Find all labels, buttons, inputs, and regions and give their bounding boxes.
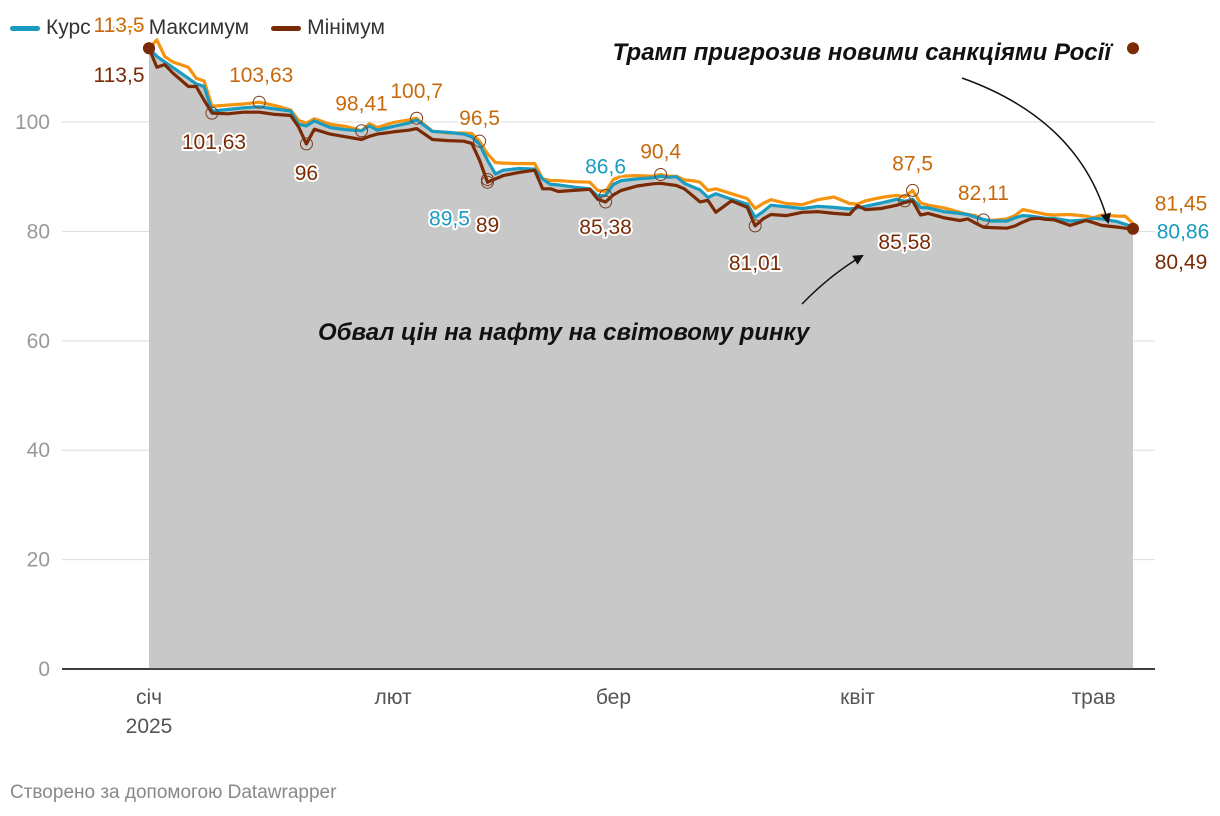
legend-swatch-min [271, 25, 302, 31]
legend-item-min[interactable]: Мінімум [271, 16, 385, 40]
data-label-max-65: 90,4 [640, 141, 681, 164]
series-line-kurs [147, 46, 1135, 229]
annotation-arrow-oil [801, 254, 864, 305]
data-marker-9 [480, 175, 494, 189]
series-line-min [147, 46, 1135, 231]
area-kurs [149, 48, 1133, 669]
endpoint-dot-17 [1127, 42, 1139, 55]
data-label-min-96: 85,58 [878, 231, 931, 254]
data-label-max-0: 113,5 [94, 14, 145, 37]
legend: Курс Максимум Мінімум [10, 16, 385, 40]
endpoint-dot-1 [143, 42, 155, 55]
data-label-max-97: 87,5 [892, 152, 933, 175]
data-label-min-20: 96 [295, 162, 318, 185]
footer-credit: Створено за допомогою Datawrapper [10, 782, 337, 803]
legend-label-max: Максимум [148, 16, 250, 39]
annotation-arrow-sanctions [961, 77, 1111, 225]
data-marker-11 [599, 195, 613, 209]
data-label-min-58: 85,38 [579, 216, 632, 239]
y-tick-label-60: 60 [27, 330, 50, 353]
legend-item-kurs[interactable]: Курс [10, 16, 91, 40]
data-label-max-14: 103,63 [229, 64, 293, 87]
legend-swatch-max [112, 25, 143, 31]
data-label-min-0: 113,5 [94, 64, 145, 87]
x-tick-label-0: січ [136, 686, 162, 709]
y-tick-label-20: 20 [27, 549, 50, 572]
data-marker-4 [299, 137, 313, 151]
data-label-min-8: 101,63 [182, 131, 246, 154]
annotation-oil-crash: Обвал цін на нафту на світовому ринку [318, 319, 811, 346]
x-tick-label-31: лют [374, 686, 412, 709]
data-marker-2 [252, 95, 266, 109]
data-marker-3 [205, 106, 219, 120]
data-marker-7 [473, 134, 487, 148]
data-marker-10 [599, 188, 613, 202]
legend-swatch-kurs [10, 25, 40, 31]
data-label-max-34: 100,7 [390, 80, 443, 103]
data-label-max-27: 98,41 [335, 93, 388, 116]
data-label-kurs-125: 80,86 [1157, 221, 1210, 244]
data-marker-8 [480, 172, 494, 186]
x-tick-sublabel: 2025 [126, 715, 173, 738]
data-label-kurs-58: 86,6 [585, 155, 626, 178]
data-label-max-125: 81,45 [1155, 193, 1208, 216]
data-label-max-106: 82,11 [958, 182, 1009, 205]
data-marker-12 [654, 168, 668, 182]
x-tick-label-90: квіт [840, 686, 875, 709]
x-tick-label-120: трав [1072, 686, 1116, 709]
legend-label-kurs: Курс [46, 16, 91, 39]
x-tick-label-59: бер [596, 686, 631, 709]
legend-label-min: Мінімум [307, 16, 385, 39]
data-marker-15 [898, 194, 912, 208]
data-label-max-42: 96,5 [459, 107, 500, 130]
data-label-min-125: 80,49 [1155, 251, 1208, 274]
data-marker-16 [976, 213, 990, 227]
data-marker-5 [355, 124, 369, 138]
data-marker-14 [906, 183, 920, 197]
data-marker-13 [748, 219, 762, 233]
annotation-sanctions: Трамп пригрозив новими санкціями Росії [612, 39, 1114, 66]
y-tick-label-40: 40 [27, 439, 50, 462]
legend-item-max[interactable]: Максимум [112, 16, 250, 40]
line-chart: 0 20 40 60 80 100 січ 2025 лют бер квіт трав 113,5 11… [15, 12, 1211, 738]
y-tick-label-100: 100 [15, 111, 50, 134]
data-marker-6 [410, 111, 424, 125]
data-label-kurs-43: 89,5 [429, 207, 470, 230]
data-label-min-77: 81,01 [729, 252, 782, 275]
y-tick-label-0: 0 [38, 658, 50, 681]
endpoint-dot-19 [1127, 222, 1139, 235]
y-tick-label-80: 80 [27, 220, 50, 243]
data-label-min-43: 89 [476, 214, 499, 237]
